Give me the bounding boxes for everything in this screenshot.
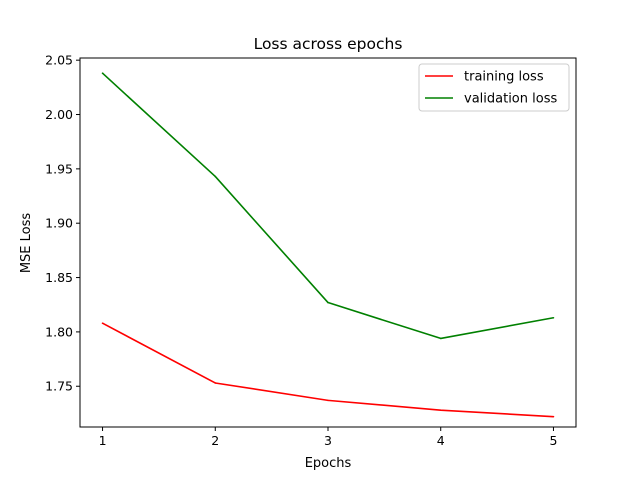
y-axis-label: MSE Loss [19, 213, 34, 274]
y-tick-label-4: 1.95 [45, 161, 73, 176]
data-point-training-loss-5 [552, 415, 555, 418]
y-axis: 1.75 1.80 1.85 1.90 1.95 2.00 2.05 [45, 53, 80, 394]
x-tick-label-5: 5 [549, 433, 557, 448]
x-axis: 1 2 3 4 5 [99, 427, 557, 448]
data-point-validation-loss-1 [101, 72, 104, 75]
y-tick-label-6: 2.05 [45, 53, 73, 68]
legend-label-validation-loss: validation loss [464, 92, 557, 107]
data-point-training-loss-1 [101, 322, 104, 325]
data-point-validation-loss-3 [327, 301, 329, 304]
data-point-validation-loss-2 [214, 175, 217, 178]
chart-title: Loss across epochs [254, 35, 403, 53]
x-axis-label: Epochs [305, 456, 352, 471]
x-tick-label-1: 1 [99, 433, 107, 448]
legend-box [418, 63, 570, 112]
data-point-training-loss-2 [214, 382, 217, 384]
y-tick-label-2: 1.85 [45, 270, 73, 285]
x-tick-label-4: 4 [437, 433, 445, 448]
y-tick-label-5: 2.00 [45, 107, 73, 122]
data-point-validation-loss-5 [552, 316, 555, 319]
x-tick-label-2: 2 [211, 433, 219, 448]
legend-label-training-loss: training loss [464, 70, 544, 85]
y-tick-label-1: 1.80 [45, 324, 73, 339]
plot-series [101, 72, 555, 418]
data-point-training-loss-4 [439, 409, 442, 411]
y-tick-label-3: 1.90 [45, 216, 73, 231]
y-tick-label-0: 1.75 [45, 379, 73, 394]
data-point-training-loss-3 [327, 399, 329, 402]
data-point-validation-loss-4 [439, 337, 442, 340]
legend: training loss validation loss [418, 63, 570, 112]
x-tick-label-3: 3 [324, 433, 332, 448]
